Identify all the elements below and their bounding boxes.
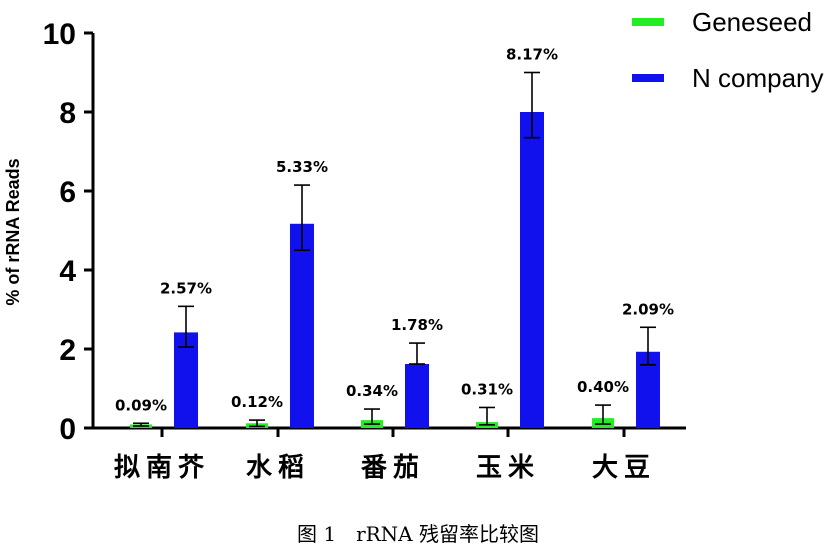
y-tick-label: 6	[59, 176, 76, 209]
y-tick-label: 8	[59, 97, 76, 130]
legend-label: Geneseed	[692, 7, 812, 37]
data-label: 2.09%	[622, 300, 674, 318]
legend-swatch-geneseed	[632, 18, 664, 26]
legend-label: N company	[692, 63, 824, 93]
x-tick-label: 水稻	[246, 453, 310, 483]
y-axis-label: % of rRNA Reads	[3, 158, 23, 305]
legend-swatch-n-company	[632, 74, 664, 82]
data-label: 0.09%	[115, 396, 167, 414]
bar-n-company	[174, 332, 198, 428]
y-tick-label: 2	[59, 334, 76, 367]
data-label: 0.40%	[577, 378, 629, 396]
data-label: 1.78%	[391, 316, 443, 334]
axes: 0 2 4 6 8 10 % of rRNA Reads 拟南芥 水稻 番茄 玉米 大豆	[3, 18, 686, 483]
data-label: 0.31%	[461, 380, 513, 398]
legend: Geneseed N company	[632, 7, 824, 93]
x-tick-label: 玉米	[476, 453, 540, 483]
x-tick-label: 拟南芥	[114, 453, 210, 483]
x-tick-label: 番茄	[361, 453, 425, 483]
figure-caption: 图 1 rRNA 残留率比较图	[296, 522, 539, 546]
x-tick-label: 大豆	[592, 453, 656, 483]
bar-n-company	[290, 223, 314, 428]
data-label: 5.33%	[276, 158, 328, 176]
bar-n-company	[520, 112, 544, 428]
bar-n-company	[405, 364, 429, 428]
y-tick-label: 10	[43, 18, 76, 51]
data-label: 8.17%	[506, 46, 558, 64]
y-tick-label: 0	[59, 413, 76, 446]
data-label: 0.12%	[231, 393, 283, 411]
data-label: 2.57%	[160, 279, 212, 297]
bars: 0.09% 2.57% 0.12% 5.33% 0.34% 1.78% 0.31% 8.17%…	[115, 46, 674, 428]
y-tick-label: 4	[59, 255, 76, 288]
data-label: 0.34%	[346, 382, 398, 400]
